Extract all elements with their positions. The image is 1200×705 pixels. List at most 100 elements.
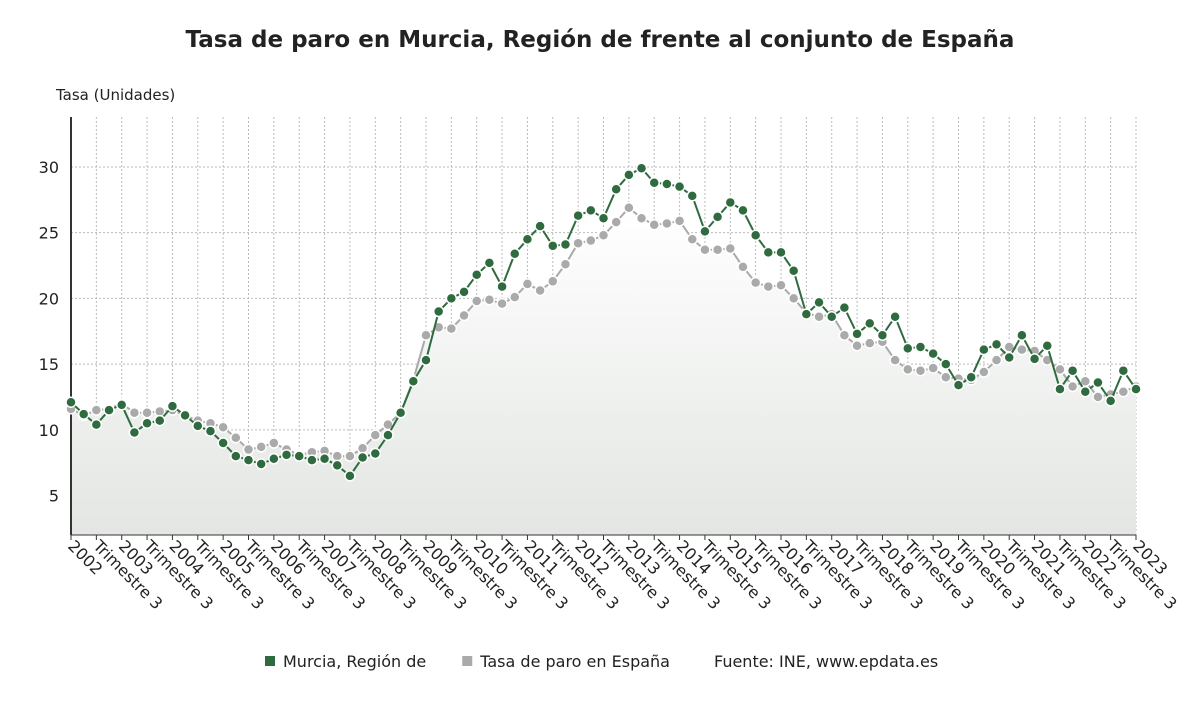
- point: [128, 426, 141, 439]
- point: [103, 404, 115, 416]
- point: [344, 470, 356, 482]
- point: [547, 275, 559, 288]
- legend-swatch: [265, 656, 275, 666]
- point: [610, 216, 622, 228]
- point: [1003, 351, 1015, 364]
- point: [1016, 343, 1028, 356]
- point: [128, 407, 141, 419]
- point: [876, 329, 889, 341]
- point: [699, 244, 711, 256]
- point: [344, 450, 356, 462]
- point: [458, 309, 470, 322]
- point: [547, 240, 559, 252]
- point: [635, 212, 648, 224]
- point: [952, 379, 965, 391]
- y-tick-label: 30: [39, 158, 59, 177]
- point: [749, 229, 762, 242]
- y-tick-label: 5: [49, 487, 59, 506]
- point: [230, 431, 242, 444]
- point: [217, 421, 229, 433]
- point: [445, 322, 458, 335]
- point: [521, 278, 534, 290]
- point: [179, 409, 191, 422]
- point: [1079, 385, 1092, 398]
- point: [496, 297, 508, 310]
- point: [597, 212, 610, 224]
- point: [965, 371, 977, 384]
- point: [509, 247, 521, 260]
- point: [1041, 339, 1053, 352]
- point: [407, 375, 420, 387]
- point: [445, 292, 458, 305]
- y-tick-label: 10: [39, 421, 59, 440]
- point: [661, 217, 673, 230]
- point: [242, 454, 255, 466]
- point: [623, 169, 635, 181]
- y-tick-label: 20: [39, 289, 59, 308]
- point: [940, 371, 952, 384]
- point: [699, 225, 711, 238]
- point: [724, 196, 737, 209]
- y-tick-label: 15: [39, 355, 59, 374]
- area: [71, 207, 1136, 535]
- point: [737, 261, 749, 273]
- point: [914, 364, 927, 377]
- point: [369, 447, 382, 460]
- point: [394, 407, 407, 419]
- point: [115, 399, 128, 411]
- point: [293, 450, 305, 462]
- point: [762, 280, 775, 293]
- point: [610, 183, 622, 196]
- point: [711, 244, 724, 256]
- point: [369, 429, 382, 441]
- point: [1104, 395, 1117, 407]
- y-axis-label: Tasa (Unidades): [55, 86, 175, 104]
- point: [559, 238, 572, 251]
- point: [686, 233, 698, 245]
- point: [990, 354, 1003, 366]
- point: [280, 449, 293, 461]
- point: [1117, 385, 1130, 398]
- point: [559, 258, 572, 270]
- y-tick-label: 25: [39, 224, 59, 243]
- point: [635, 162, 648, 175]
- point: [1054, 383, 1066, 395]
- point: [775, 279, 787, 292]
- point: [648, 176, 660, 189]
- chart-title: Tasa de paro en Murcia, Región de frente…: [186, 27, 1015, 53]
- point: [775, 246, 787, 259]
- point: [331, 459, 343, 472]
- point: [306, 454, 318, 466]
- point: [268, 437, 280, 449]
- point: [242, 443, 255, 456]
- point: [1092, 376, 1104, 389]
- point: [432, 305, 445, 318]
- point: [597, 229, 610, 242]
- point: [356, 451, 369, 464]
- point: [787, 265, 800, 277]
- point: [255, 441, 267, 453]
- point: [154, 414, 166, 427]
- point: [648, 219, 660, 231]
- point: [585, 234, 597, 247]
- point: [889, 354, 901, 366]
- point: [483, 293, 496, 306]
- point: [902, 363, 914, 376]
- point: [914, 341, 927, 353]
- point: [382, 429, 394, 441]
- point: [90, 404, 103, 416]
- point: [534, 220, 546, 232]
- point: [851, 339, 863, 352]
- point: [217, 437, 229, 449]
- point: [800, 308, 813, 320]
- point: [1016, 329, 1028, 341]
- point: [458, 286, 470, 298]
- point: [1117, 364, 1130, 377]
- point: [141, 417, 153, 430]
- point: [724, 242, 737, 255]
- point: [825, 311, 838, 323]
- point: [661, 178, 673, 190]
- point: [978, 343, 990, 356]
- point: [749, 276, 762, 289]
